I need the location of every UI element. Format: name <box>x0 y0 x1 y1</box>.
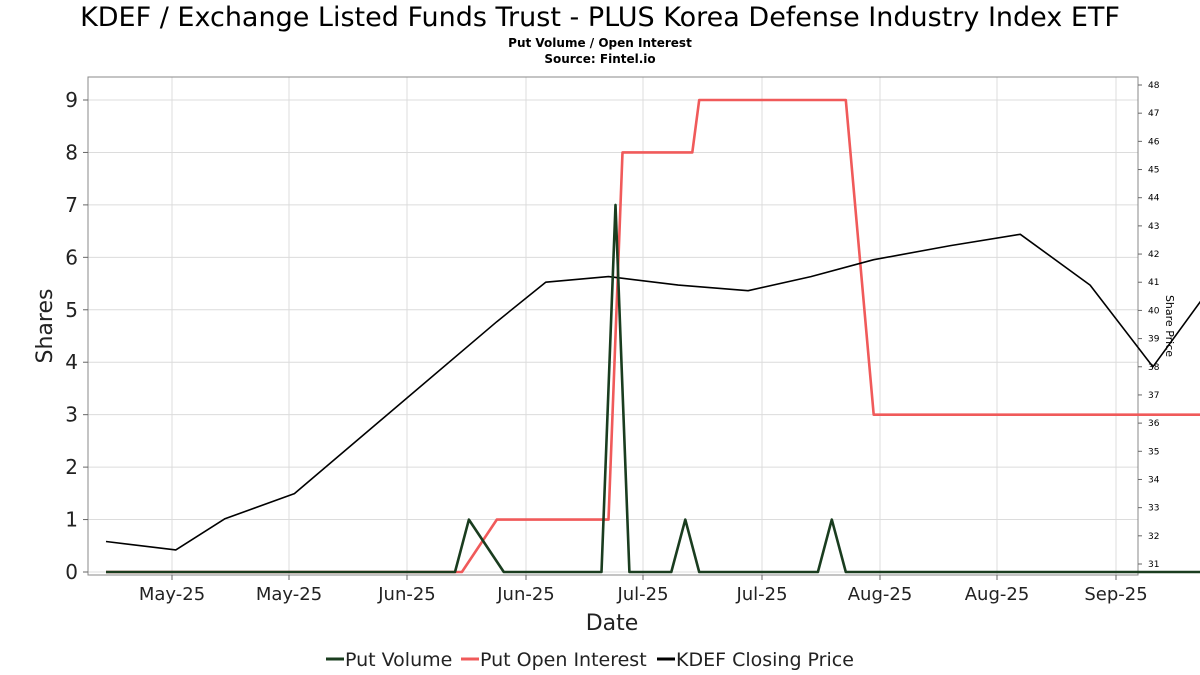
series-line-put-open-interest <box>106 98 1200 574</box>
legend-label: Put Volume <box>345 649 452 671</box>
y2-tick-label: 33 <box>1148 504 1159 514</box>
y2-tick-label: 45 <box>1148 166 1159 176</box>
y2-tick-label: 35 <box>1148 447 1159 457</box>
x-tick-label: Aug-25 <box>965 584 1030 605</box>
grid-lines <box>88 77 1138 575</box>
y2-tick-label: 47 <box>1148 109 1159 119</box>
x-tick-label: Jul-25 <box>735 584 787 605</box>
y2-tick-label: 48 <box>1148 81 1160 91</box>
y2-tick-label: 36 <box>1148 419 1160 429</box>
y2-tick-label: 32 <box>1148 532 1159 542</box>
y-tick-label: 2 <box>65 455 78 479</box>
legend-label: Put Open Interest <box>480 649 647 671</box>
left-axis-ticks: 0 1 2 3 4 5 6 7 8 9 <box>65 88 88 584</box>
x-tick-label: Jun-25 <box>496 584 555 605</box>
y2-tick-label: 37 <box>1148 391 1159 401</box>
y-tick-label: 8 <box>65 140 78 164</box>
y2-tick-label: 38 <box>1148 363 1160 373</box>
legend: Put Volume Put Open Interest KDEF Closing … <box>326 649 854 671</box>
y-tick-label: 9 <box>65 88 78 112</box>
legend-label: KDEF Closing Price <box>676 649 854 671</box>
y2-tick-label: 40 <box>1148 306 1160 316</box>
y2-tick-label: 31 <box>1148 560 1159 570</box>
y-tick-label: 7 <box>65 193 78 217</box>
y2-tick-label: 44 <box>1148 194 1160 204</box>
x-axis-label: Date <box>586 611 639 636</box>
x-tick-label: Jun-25 <box>377 584 436 605</box>
chart-source: Source: Fintel.io <box>544 52 656 66</box>
y-tick-label: 6 <box>65 245 78 269</box>
y2-tick-label: 34 <box>1148 475 1160 485</box>
y2-tick-label: 43 <box>1148 222 1159 232</box>
x-tick-label: May-25 <box>256 584 322 605</box>
series-line-put-volume <box>106 203 1200 574</box>
y2-tick-label: 46 <box>1148 137 1160 147</box>
plot-area-frame <box>87 76 1139 576</box>
y-axis-label: Shares <box>33 289 58 364</box>
series-line-kdef-closing-price <box>105 233 1200 551</box>
chart-subtitle: Put Volume / Open Interest <box>508 36 692 50</box>
y-tick-label: 5 <box>65 298 78 322</box>
y-tick-label: 1 <box>65 508 78 532</box>
series-layer <box>105 98 1200 574</box>
x-tick-label: Aug-25 <box>848 584 913 605</box>
y-tick-label: 0 <box>65 560 78 584</box>
chart-title: KDEF / Exchange Listed Funds Trust - PLU… <box>80 2 1120 33</box>
x-tick-label: Jul-25 <box>616 584 668 605</box>
y2-axis-label: Share Price <box>1163 295 1176 357</box>
y2-tick-label: 39 <box>1148 335 1160 345</box>
x-tick-label: May-25 <box>139 584 205 605</box>
y-tick-label: 4 <box>65 350 78 374</box>
x-axis-ticks: May-25 May-25 Jun-25 Jun-25 Jul-25 Jul-25 Aug-… <box>139 575 1148 605</box>
y-tick-label: 3 <box>65 403 78 427</box>
right-axis-ticks: 31 32 33 34 35 36 37 38 39 40 41 42 43 44 45 46 47 48 <box>1138 81 1160 570</box>
y2-tick-label: 42 <box>1148 250 1159 260</box>
x-tick-label: Sep-25 <box>1084 584 1147 605</box>
y2-tick-label: 41 <box>1148 278 1159 288</box>
